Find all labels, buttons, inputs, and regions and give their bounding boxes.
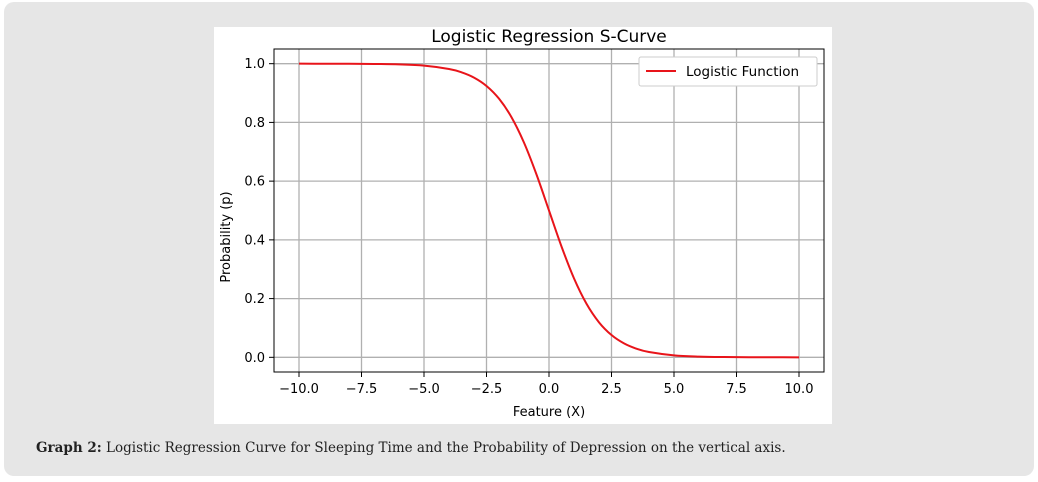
series-layer bbox=[298, 62, 800, 359]
x-tick-label: −2.5 bbox=[471, 382, 503, 397]
figure-caption: Graph 2: Logistic Regression Curve for S… bbox=[36, 440, 1016, 456]
y-tick-label: 1.0 bbox=[244, 57, 265, 72]
x-tick-label: 10.0 bbox=[785, 382, 814, 397]
logistic-chart: Logistic Regression S-Curve −10.0 −7.5 −5.… bbox=[219, 27, 825, 420]
x-tick-label: 0.0 bbox=[539, 382, 560, 397]
y-tick-label: 0.8 bbox=[244, 116, 265, 131]
x-tick-label: −7.5 bbox=[346, 382, 378, 397]
figure-panel: Logistic Regression S-Curve −10.0 −7.5 −5.… bbox=[4, 2, 1034, 476]
legend-box bbox=[638, 56, 818, 87]
y-tick-label: 0.0 bbox=[244, 351, 265, 366]
x-tick-label: 5.0 bbox=[664, 382, 685, 397]
caption-text: Logistic Regression Curve for Sleeping T… bbox=[106, 440, 786, 456]
y-tick-label: 0.2 bbox=[244, 292, 265, 307]
x-tick-label: 7.5 bbox=[726, 382, 747, 397]
x-ticks: −10.0 −7.5 −5.0 −2.5 0.0 2.5 5.0 7.5 10.0 bbox=[279, 372, 813, 397]
x-tick-label: −10.0 bbox=[279, 382, 319, 397]
legend-entry: Logistic Function bbox=[686, 64, 799, 80]
x-tick-label: −5.0 bbox=[408, 382, 440, 397]
series-line-logistic-function bbox=[298, 62, 800, 359]
x-tick-label: 2.5 bbox=[601, 382, 622, 397]
chart-title: Logistic Regression S-Curve bbox=[431, 27, 667, 47]
y-tick-label: 0.4 bbox=[244, 233, 265, 248]
y-ticks: 0.0 0.2 0.4 0.6 0.8 1.0 bbox=[244, 57, 274, 366]
chart-figure: Logistic Regression S-Curve −10.0 −7.5 −5.… bbox=[214, 27, 832, 424]
x-axis-label: Feature (X) bbox=[513, 405, 585, 420]
legend: Logistic Function bbox=[638, 56, 818, 87]
y-tick-label: 0.6 bbox=[244, 175, 265, 190]
caption-label: Graph 2: bbox=[36, 440, 102, 456]
y-axis-label: Probability (p) bbox=[219, 191, 234, 282]
